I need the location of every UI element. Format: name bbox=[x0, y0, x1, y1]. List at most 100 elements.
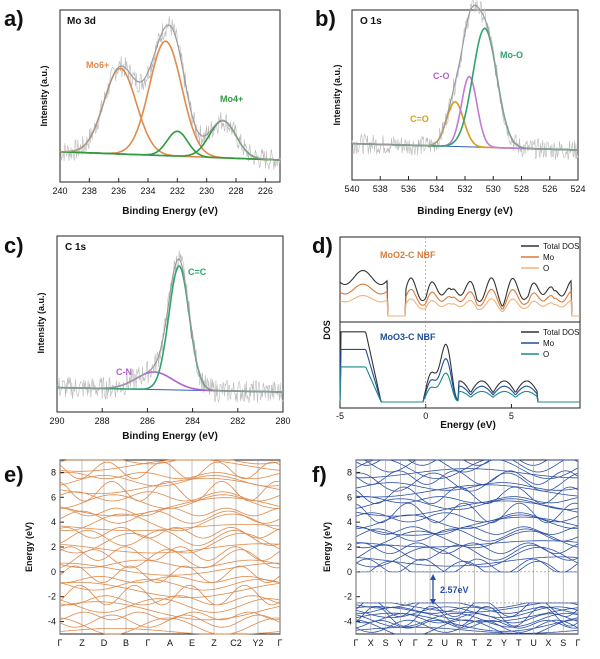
x-tick-label: 534 bbox=[429, 184, 444, 194]
panel-c-plot bbox=[56, 250, 284, 404]
k-point-label: T bbox=[472, 638, 478, 648]
y-tick-label: 2 bbox=[51, 542, 56, 552]
label-cn: C-N bbox=[116, 367, 132, 377]
band-line bbox=[355, 472, 579, 492]
panel-d-plot bbox=[339, 237, 580, 408]
band-line bbox=[355, 612, 579, 632]
k-point-label: Z bbox=[79, 638, 85, 648]
panel-d-top-title: MoO2-C NBF bbox=[380, 250, 436, 260]
panel-b-plot bbox=[351, 0, 579, 160]
band-line bbox=[355, 619, 579, 629]
x-tick-label: 286 bbox=[140, 416, 155, 426]
label-c-o-double: C=O bbox=[410, 114, 429, 124]
label-mo6: Mo6+ bbox=[86, 60, 109, 70]
k-point-label: E bbox=[189, 638, 195, 648]
y-tick-label: 0 bbox=[51, 567, 56, 577]
k-point-label: A bbox=[167, 638, 173, 648]
k-point-label: U bbox=[442, 638, 449, 648]
y-tick-label: 0 bbox=[347, 567, 352, 577]
panel-f-ylabel: Energy (eV) bbox=[322, 522, 332, 572]
band-line bbox=[355, 459, 579, 479]
band-line bbox=[355, 470, 579, 485]
panel-e-letter: e) bbox=[4, 462, 24, 487]
panel-a-ylabel: Intensity (a.u.) bbox=[39, 65, 49, 126]
band-line bbox=[355, 540, 579, 548]
band-line bbox=[355, 542, 579, 555]
k-point-label: X bbox=[545, 638, 551, 648]
x-tick-label: 528 bbox=[514, 184, 529, 194]
k-point-label: S bbox=[383, 638, 389, 648]
x-tick-label: 234 bbox=[140, 186, 155, 196]
y-tick-label: 6 bbox=[347, 492, 352, 502]
dos-bottom-o-line bbox=[339, 366, 580, 403]
panel-a-x-ticks: 240 238 236 234 232 230 228 226 bbox=[52, 178, 273, 196]
panel-b-letter: b) bbox=[315, 6, 336, 31]
x-tick-label: 288 bbox=[95, 416, 110, 426]
panel-a-title: Mo 3d bbox=[67, 16, 96, 27]
k-point-label: D bbox=[101, 638, 108, 648]
panel-d-letter: d) bbox=[312, 233, 333, 258]
fit-peak-c-o bbox=[352, 100, 578, 151]
panel-a: a) Mo 3d Binding Energy (eV) Intensity (… bbox=[4, 6, 281, 217]
x-tick-label: 290 bbox=[49, 416, 64, 426]
k-point-label: T bbox=[516, 638, 522, 648]
k-point-label: B bbox=[123, 638, 129, 648]
band-line bbox=[355, 459, 579, 466]
band-line bbox=[355, 606, 579, 627]
fit-peak-c-c bbox=[57, 265, 283, 393]
legend-label-total-top: Total DOS bbox=[543, 242, 579, 251]
band-line bbox=[355, 496, 579, 504]
x-tick-label: 230 bbox=[199, 186, 214, 196]
band-line bbox=[355, 486, 579, 505]
band-line bbox=[355, 482, 579, 491]
k-point-label: Γ bbox=[278, 638, 283, 648]
panel-d-legend-bottom: Total DOS Mo O bbox=[521, 328, 579, 359]
k-point-label: Γ bbox=[413, 638, 418, 648]
x-tick-label: 282 bbox=[230, 416, 245, 426]
y-tick-label: 4 bbox=[51, 517, 56, 527]
band-line bbox=[355, 619, 579, 635]
band-gap-arrow-head-up bbox=[430, 574, 436, 580]
x-tick-label: 524 bbox=[570, 184, 585, 194]
k-point-label: R bbox=[456, 638, 463, 648]
k-point-label: U bbox=[530, 638, 537, 648]
band-line bbox=[355, 502, 579, 524]
k-point-label: Γ bbox=[354, 638, 359, 648]
band-line bbox=[355, 626, 579, 634]
k-point-label: C2 bbox=[230, 638, 242, 648]
panel-f-letter: f) bbox=[312, 462, 327, 487]
panel-c-letter: c) bbox=[4, 233, 24, 258]
x-tick-label: 284 bbox=[185, 416, 200, 426]
x-tick-label: 532 bbox=[457, 184, 472, 194]
band-line bbox=[355, 619, 579, 633]
x-tick-label: 526 bbox=[542, 184, 557, 194]
dos-top-total-dos-line bbox=[339, 269, 580, 317]
k-point-label: Y2 bbox=[252, 638, 263, 648]
panel-b-xlabel: Binding Energy (eV) bbox=[417, 206, 513, 217]
k-point-label: X bbox=[368, 638, 374, 648]
x-tick-label: 240 bbox=[52, 186, 67, 196]
k-point-label: Z bbox=[211, 638, 217, 648]
raw-data-line bbox=[56, 250, 284, 404]
band-line bbox=[356, 468, 578, 479]
y-tick-label: 4 bbox=[347, 517, 352, 527]
fit-envelope bbox=[59, 24, 281, 161]
panel-c-ylabel: Intensity (a.u.) bbox=[36, 292, 46, 353]
label-moo: Mo-O bbox=[500, 50, 523, 60]
y-tick-label: -2 bbox=[344, 592, 352, 602]
legend-label-o-bottom: O bbox=[543, 350, 549, 359]
k-point-label: Z bbox=[427, 638, 433, 648]
x-tick-label: 540 bbox=[344, 184, 359, 194]
band-line bbox=[355, 514, 578, 529]
panel-b: b) O 1s Binding Energy (eV) Intensity (a… bbox=[315, 0, 586, 217]
k-point-label: Γ bbox=[146, 638, 151, 648]
k-point-label: Γ bbox=[576, 638, 581, 648]
x-tick-label: 538 bbox=[373, 184, 388, 194]
panel-c-frame bbox=[56, 235, 284, 413]
dos-top-o-line bbox=[339, 294, 580, 317]
fit-envelope bbox=[352, 4, 578, 151]
x-tick-label: -5 bbox=[336, 411, 344, 421]
y-tick-label: 8 bbox=[51, 467, 56, 477]
